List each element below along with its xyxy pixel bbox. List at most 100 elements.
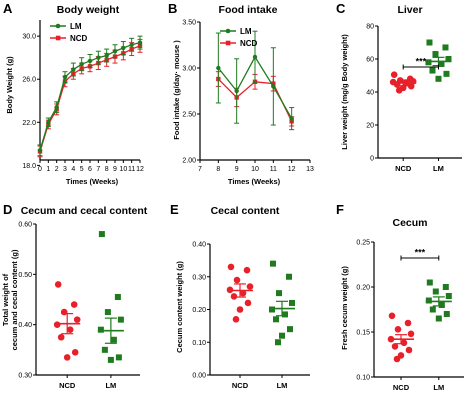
panel-b-xtick-label: 10 xyxy=(251,166,259,173)
panel-e-point-lm xyxy=(273,316,279,323)
panel-c-title: Liver xyxy=(397,4,422,16)
panel-a-xtick-label: 2 xyxy=(55,166,59,173)
panel-a-point-lm xyxy=(121,45,126,51)
panel-a-point-lm xyxy=(112,49,118,54)
panel-a-xtick-label: 8 xyxy=(105,166,109,173)
panel-c-point-lm xyxy=(442,44,449,51)
panel-f-point-lm xyxy=(429,306,436,313)
panel-c-point-lm xyxy=(425,59,432,66)
panel-letter-a: A xyxy=(3,1,13,16)
panel-d-point-lm xyxy=(98,231,105,238)
panel-b: B Food intake Food intake (g/day· mouse … xyxy=(168,1,314,186)
panel-e-point-lm xyxy=(279,332,285,339)
panel-a-point-lm xyxy=(46,120,51,125)
panel-d: D Cecum and cecal content Total weight o… xyxy=(1,202,148,390)
panel-d-point-ncd xyxy=(54,281,62,288)
panel-b-ytick-label: 2.50 xyxy=(182,112,196,119)
panel-letter-b: B xyxy=(168,1,177,16)
panel-f-point-ncd xyxy=(400,339,408,347)
panel-d-ytick-label: 0.60 xyxy=(18,222,32,229)
panel-f-ytick-label: 0.20 xyxy=(356,285,370,292)
panel-f-xtick-label: NCD xyxy=(393,383,410,392)
panel-b-point-lm xyxy=(289,116,294,121)
panel-b-xtick-label: 7 xyxy=(198,166,202,173)
panel-f-point-lm xyxy=(443,311,450,317)
panel-f: F Cecum Fresh cecum weight (g) 0.10 0.15 0… xyxy=(336,202,464,392)
panel-e-ytick-label: 0.30 xyxy=(192,274,206,281)
panel-d-point-ncd xyxy=(66,326,74,334)
panel-a-ytick-label: 22.0 xyxy=(22,120,36,127)
panel-b-legend-marker xyxy=(225,28,231,34)
panel-e-title: Cecal content xyxy=(211,205,280,217)
panel-f-ytick-label: 0.25 xyxy=(356,240,370,247)
panel-b-legend-label: NCD xyxy=(240,39,258,48)
panel-e-point-ncd xyxy=(244,299,252,307)
panel-f-point-ncd xyxy=(391,343,399,350)
panel-d-ylabel-line-2: cecum and cecal content (g) xyxy=(10,249,19,350)
panel-a-point-lm xyxy=(96,55,101,60)
panel-c-point-lm xyxy=(435,75,442,82)
panel-c-point-lm xyxy=(445,56,452,62)
panel-b-xlabel: Times (Weeks) xyxy=(228,177,281,186)
panel-c-point-ncd xyxy=(390,71,398,78)
panel-d-point-lm xyxy=(97,326,104,333)
panel-a-xlabel: Times (Weeks) xyxy=(66,177,119,186)
panel-e-point-ncd xyxy=(236,306,244,313)
panel-b-legend-marker xyxy=(225,40,231,46)
panel-e-point-lm xyxy=(269,306,275,313)
panel-b-point-lm xyxy=(252,54,258,60)
panel-c-point-ncd xyxy=(407,82,415,90)
panel-e-point-lm xyxy=(287,326,293,333)
panel-f-point-ncd xyxy=(407,330,415,338)
panel-a-point-lm xyxy=(137,40,143,45)
panel-a-xtick-label: 9 xyxy=(113,166,117,173)
panel-f-ylabel: Fresh cecum weight (g) xyxy=(340,266,349,350)
panel-e-point-lm xyxy=(270,260,276,267)
panel-e-point-ncd xyxy=(246,283,254,290)
panel-e-point-lm xyxy=(286,273,292,280)
panel-c-ytick-label: 80 xyxy=(366,24,374,31)
panel-letter-c: C xyxy=(336,1,346,16)
panel-a-point-lm xyxy=(79,61,84,67)
panel-c-point-lm xyxy=(443,70,450,77)
panel-e-xtick-label: NCD xyxy=(232,381,249,390)
panel-d-point-ncd xyxy=(53,321,61,328)
panel-b-point-lm xyxy=(271,84,276,89)
panel-a-point-lm xyxy=(54,105,59,110)
panel-c-ytick-label: 0 xyxy=(370,156,374,163)
panel-b-point-lm xyxy=(234,88,239,94)
panel-a-ytick-label: 26.0 xyxy=(22,77,36,84)
panel-a-point-lm xyxy=(87,58,93,64)
panel-b-ylabel: Food intake (g/day· mouse ) xyxy=(172,40,181,140)
panel-a-xtick-label: 4 xyxy=(71,166,75,173)
panel-e-point-ncd xyxy=(232,316,240,323)
panel-a-legend-label: NCD xyxy=(70,34,88,43)
panel-d-ytick-label: 0.40 xyxy=(18,322,32,329)
panel-a-legend-marker xyxy=(55,35,61,41)
panel-c-point-lm xyxy=(426,39,433,46)
panel-e-point-ncd xyxy=(233,276,241,284)
panel-c-ylabel: Liver weight (mg/g Body weight) xyxy=(340,34,349,150)
panel-d-xtick-label: NCD xyxy=(59,381,76,390)
panel-e-ytick-label: 0.10 xyxy=(192,340,206,347)
panel-f-point-ncd xyxy=(388,312,396,320)
panel-f-point-ncd xyxy=(405,346,413,354)
panel-c-point-lm xyxy=(438,60,445,67)
panel-c-ytick-label: 40 xyxy=(366,90,374,97)
panel-d-point-lm xyxy=(110,336,117,343)
panel-b-ytick-label: 3.50 xyxy=(182,20,196,27)
panel-c-ytick-label: 60 xyxy=(366,57,374,64)
panel-a-point-lm xyxy=(71,67,76,72)
panel-b-xtick-label: 11 xyxy=(270,166,277,173)
panel-d-title: Cecum and cecal content xyxy=(21,205,148,217)
panel-b-xtick-label: 9 xyxy=(235,166,239,173)
panel-a-xtick-label: 1 xyxy=(46,166,50,173)
panel-d-point-ncd xyxy=(60,308,68,316)
panel-d-point-lm xyxy=(115,354,122,361)
panel-letter-d: D xyxy=(3,202,12,217)
panel-f-point-lm xyxy=(432,288,439,295)
panel-e-ylabel: Cecum content weight (g) xyxy=(175,261,184,353)
panel-a-xtick-label: 6 xyxy=(88,166,92,173)
panel-a-xtick-label: 0 xyxy=(38,166,42,173)
